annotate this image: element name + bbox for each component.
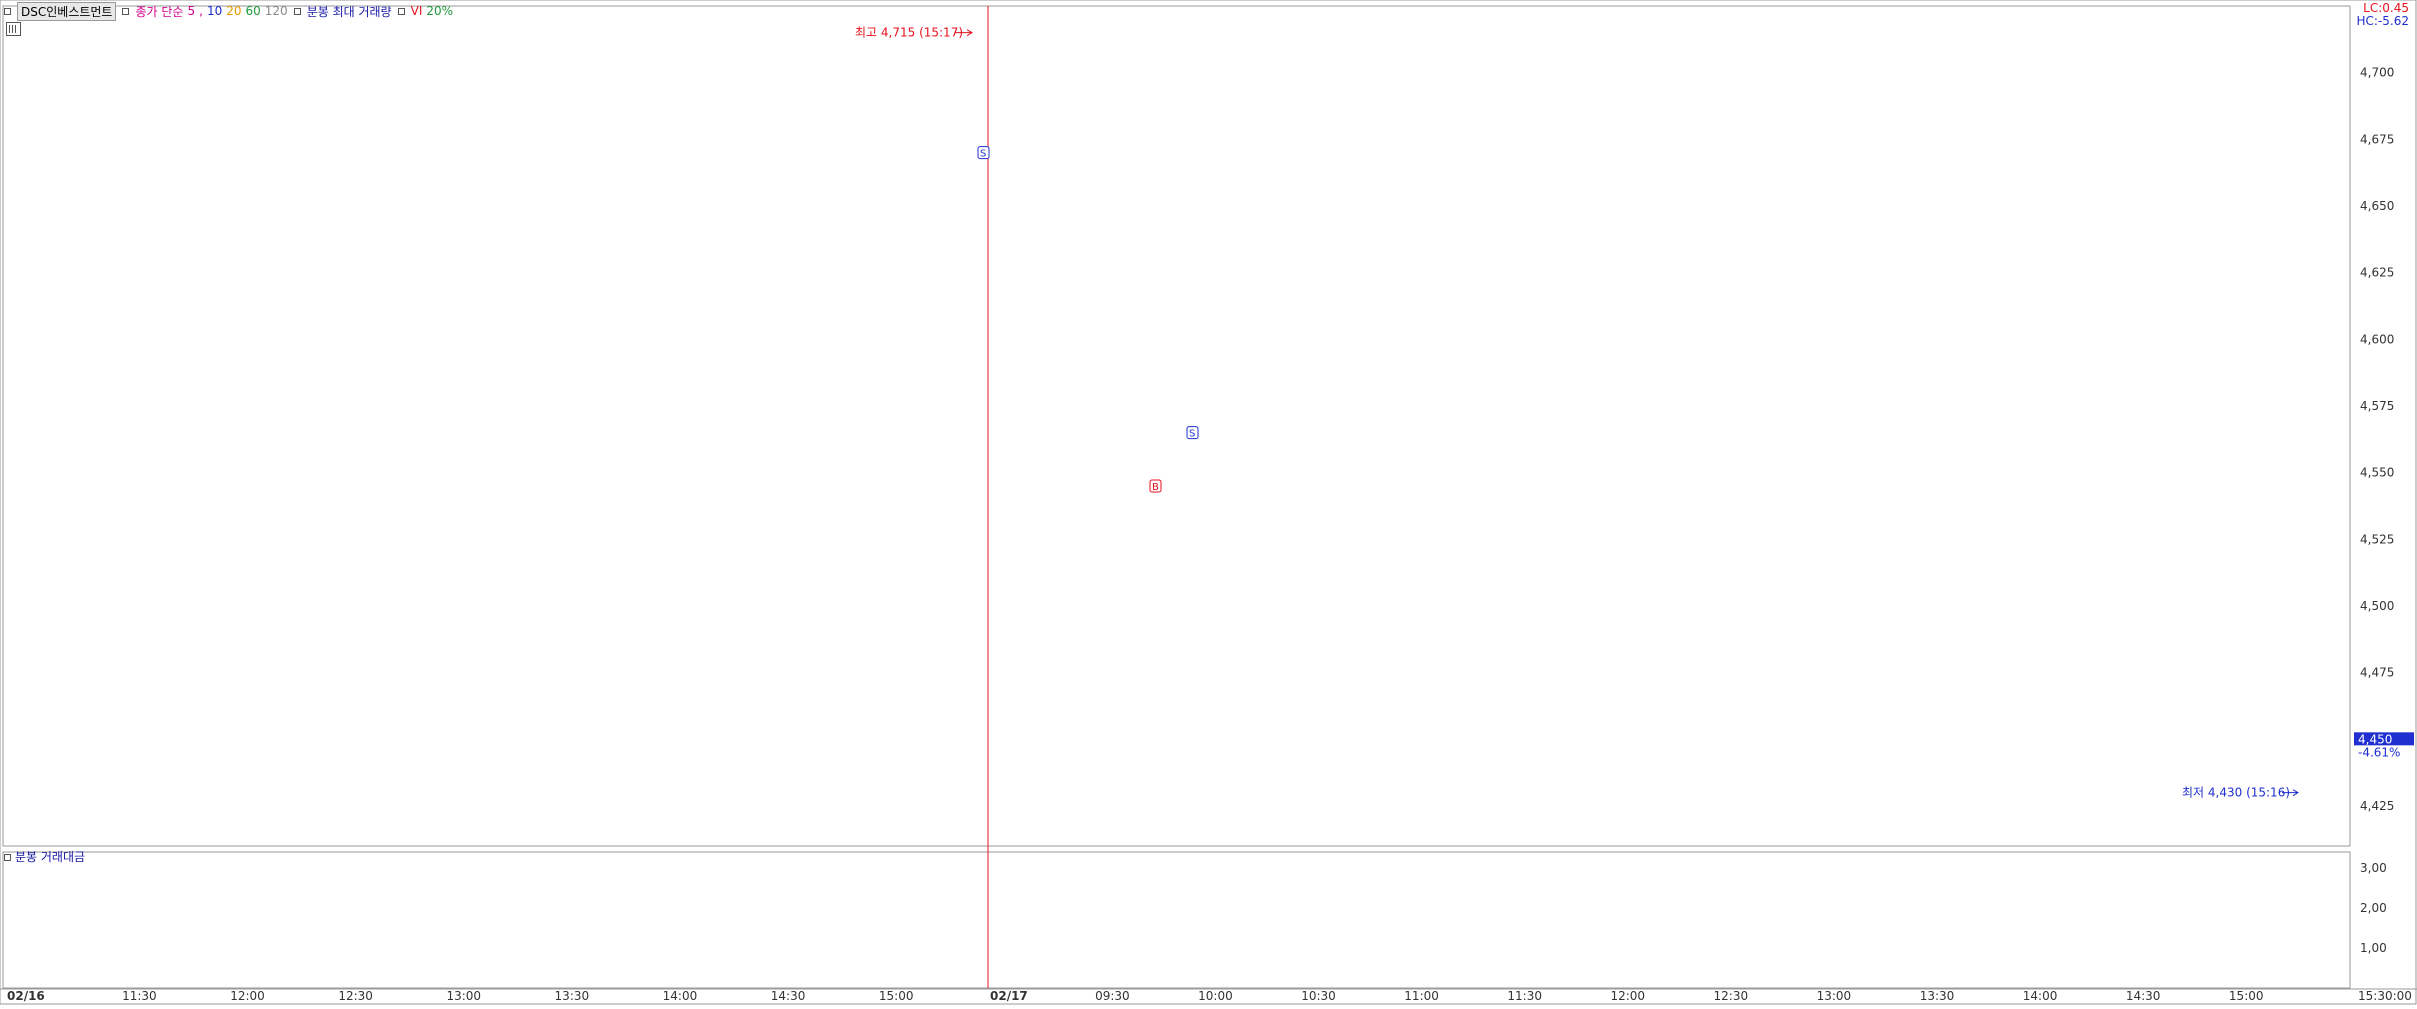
signal-marker-box xyxy=(977,146,990,160)
x-tick-label: 14:00 xyxy=(2023,989,2058,1003)
x-tick-label: 14:30 xyxy=(2126,989,2161,1003)
high-arrow-icon xyxy=(955,29,973,37)
x-tick-label: 15:30:00 xyxy=(2358,989,2412,1003)
volume-panel-title[interactable]: 분봉 거래대금 xyxy=(15,850,86,864)
x-tick-label: 13:30 xyxy=(1920,989,1955,1003)
y-tick-label: 4,525 xyxy=(2360,532,2394,546)
x-tick-label: 10:30 xyxy=(1301,989,1336,1003)
label-layer: 4,425 4,450 4,475 4,500 4,525 4,550 4,575 4,600… xyxy=(7,26,2414,1003)
x-tick-label: 12:30 xyxy=(338,989,373,1003)
y-tick-label: 4,575 xyxy=(2360,399,2394,413)
signal-marker-b: B xyxy=(1152,482,1159,493)
signal-marker-s: S xyxy=(980,149,986,160)
y-tick-label: 4,650 xyxy=(2360,199,2394,213)
lc-value: LC:0.45 xyxy=(2363,1,2409,15)
x-tick-label: 12:30 xyxy=(1714,989,1749,1003)
ma-period-20: 20 xyxy=(226,4,242,18)
legend-box-icon[interactable] xyxy=(293,7,301,15)
vi-label[interactable]: VI xyxy=(410,4,423,18)
chart-legend: DSC인베스트먼트 종가 단순 5, 10 20 60 120 분봉 최대 거래… xyxy=(4,1,454,21)
signal-marker-box xyxy=(1186,426,1199,440)
x-tick-label: 02/17 xyxy=(990,989,1028,1003)
volume-tick-label: 1,00 xyxy=(2360,941,2387,955)
y-tick-label: 4,475 xyxy=(2360,666,2394,680)
volume-panel-frame xyxy=(2,851,2351,989)
x-tick-label: 14:30 xyxy=(771,989,806,1003)
price-panel-frame xyxy=(2,5,2351,847)
signal-marker-box xyxy=(1149,479,1162,493)
y-tick-label: 4,600 xyxy=(2360,332,2394,346)
last-price-label: 4,450 xyxy=(2358,732,2392,746)
x-tick-label: 10:00 xyxy=(1198,989,1233,1003)
high-annotation: 최고 4,715 (15:17) xyxy=(855,26,963,40)
last-price-change: -4.61% xyxy=(2358,745,2400,759)
volume-tick-label: 2,00 xyxy=(2360,901,2387,915)
x-tick-label: 11:30 xyxy=(122,989,157,1003)
x-tick-label: 11:30 xyxy=(1507,989,1542,1003)
x-tick-label: 15:00 xyxy=(2229,989,2264,1003)
low-annotation: 최저 4,430 (15:16) xyxy=(2182,786,2290,800)
x-tick-label: 12:00 xyxy=(1610,989,1645,1003)
x-tick-label: 13:00 xyxy=(1817,989,1852,1003)
x-tick-label: 14:00 xyxy=(663,989,698,1003)
x-tick-label: 15:00 xyxy=(879,989,914,1003)
x-tick-label: 09:30 xyxy=(1095,989,1130,1003)
y-tick-label: 4,625 xyxy=(2360,266,2394,280)
y-tick-label: 4,675 xyxy=(2360,132,2394,146)
last-price-box xyxy=(2354,732,2414,746)
y-tick-label: 4,425 xyxy=(2360,799,2394,813)
vi-value: 20% xyxy=(426,4,454,18)
x-tick-label: 13:00 xyxy=(446,989,481,1003)
volume-tick-label: 3,00 xyxy=(2360,861,2387,875)
legend-box-icon[interactable] xyxy=(4,854,11,861)
legend-box-icon[interactable] xyxy=(4,7,11,15)
x-tick-label: 12:00 xyxy=(230,989,265,1003)
y-tick-label: 4,700 xyxy=(2360,66,2394,80)
ma-period-120: 120 xyxy=(264,4,288,18)
low-arrow-icon xyxy=(2282,789,2299,797)
grid-tool-icon[interactable] xyxy=(6,22,21,36)
ma-period-10: 10 xyxy=(206,4,223,18)
hc-value: HC:-5.62 xyxy=(2356,14,2410,28)
y-tick-label: 4,500 xyxy=(2360,599,2394,613)
volume-panel-legend: 분봉 거래대금 xyxy=(4,848,85,865)
ma-period-60: 60 xyxy=(245,4,261,18)
ma-label[interactable]: 종가 단순 xyxy=(135,4,184,19)
x-tick-label: 13:30 xyxy=(555,989,590,1003)
stock-name[interactable]: DSC인베스트먼트 xyxy=(17,1,117,21)
volume-label[interactable]: 분봉 최대 거래량 xyxy=(306,4,392,19)
y-tick-label: 4,550 xyxy=(2360,466,2394,480)
legend-box-icon[interactable] xyxy=(122,7,130,15)
lc-hc-readout: LC:0.45 HC:-5.62 xyxy=(2357,2,2410,28)
ma-period-5: 5 xyxy=(187,4,196,18)
legend-box-icon[interactable] xyxy=(397,7,405,15)
signal-marker-s: S xyxy=(1189,429,1195,440)
x-tick-label: 11:00 xyxy=(1404,989,1439,1003)
x-tick-label: 02/16 xyxy=(7,989,45,1003)
